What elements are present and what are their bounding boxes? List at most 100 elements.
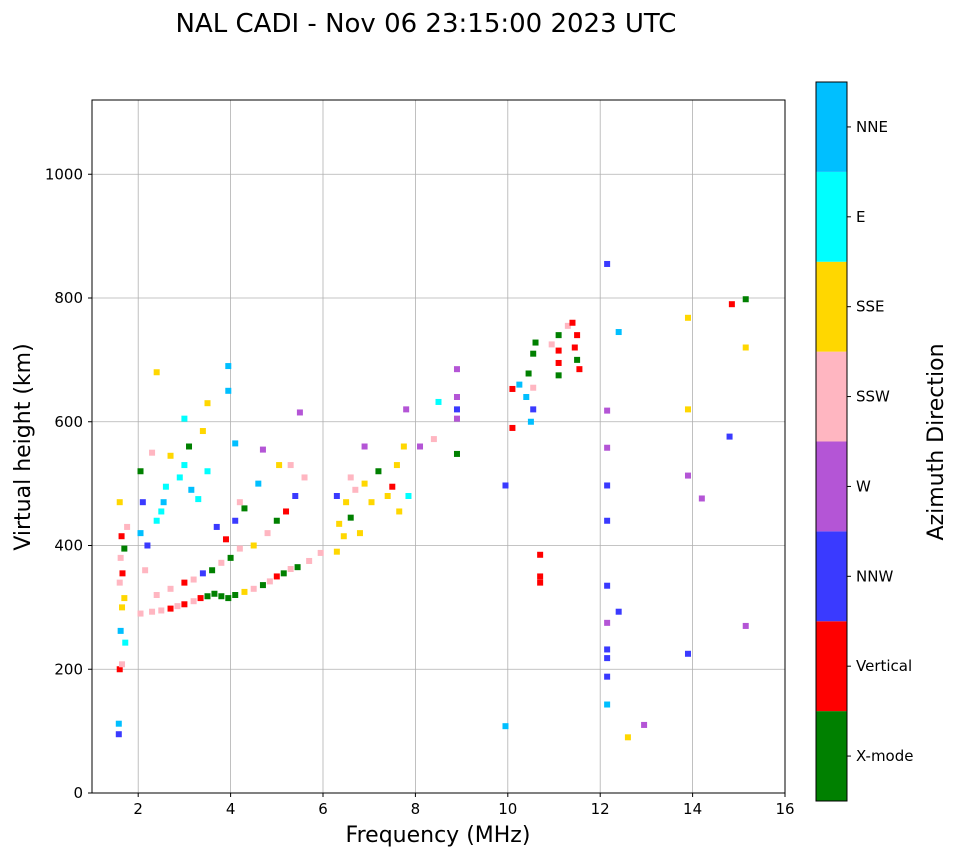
- data-point-nne: [527, 418, 534, 425]
- data-point-vertical: [576, 366, 583, 373]
- data-point-sse: [684, 314, 691, 321]
- data-point-nnw: [615, 608, 622, 615]
- data-point-sse: [361, 480, 368, 487]
- data-point-vertical: [537, 551, 544, 558]
- data-point-e: [204, 468, 211, 475]
- data-point-w: [604, 407, 611, 414]
- data-point-w: [684, 472, 691, 479]
- data-point-vertical: [574, 332, 581, 339]
- data-point-sse: [400, 443, 407, 450]
- data-point-ssw: [317, 549, 324, 556]
- data-point-sse: [393, 462, 400, 469]
- data-point-vertical: [389, 483, 396, 490]
- data-point-nnw: [604, 517, 611, 524]
- data-point-nne: [188, 486, 195, 493]
- data-point-x-mode: [186, 443, 193, 450]
- data-point-nnw: [502, 482, 509, 489]
- data-point-x-mode: [530, 350, 537, 357]
- x-tick-label: 12: [591, 800, 610, 818]
- data-point-nnw: [199, 570, 206, 577]
- data-point-w: [604, 619, 611, 626]
- colorbar-segment: [816, 351, 847, 442]
- y-tick-label: 1000: [45, 165, 83, 183]
- data-point-e: [176, 474, 183, 481]
- data-point-nne: [117, 627, 124, 634]
- data-point-vertical: [571, 344, 578, 351]
- data-point-x-mode: [532, 339, 539, 346]
- data-point-ssw: [117, 554, 124, 561]
- data-point-x-mode: [204, 593, 211, 600]
- colorbar-label: E: [856, 208, 865, 226]
- data-point-ssw: [352, 486, 359, 493]
- data-point-x-mode: [742, 296, 749, 303]
- colorbar-label: Vertical: [856, 657, 912, 675]
- data-point-ssw: [142, 567, 149, 574]
- data-point-e: [435, 398, 442, 405]
- data-point-nnw: [604, 582, 611, 589]
- data-point-nne: [137, 530, 144, 537]
- data-point-w: [453, 366, 460, 373]
- data-point-vertical: [537, 573, 544, 580]
- x-axis-ticks: 2 4 6 8 10 12 14 16: [133, 793, 795, 818]
- colorbar-label: NNW: [856, 567, 893, 585]
- colorbar-segment: [816, 261, 847, 352]
- data-point-nnw: [144, 542, 151, 549]
- data-point-vertical: [118, 533, 125, 540]
- data-point-nne: [225, 363, 232, 370]
- colorbar-label: SSW: [856, 388, 890, 406]
- data-point-sse: [167, 452, 174, 459]
- y-tick-label: 400: [54, 537, 83, 555]
- data-point-nnw: [604, 260, 611, 267]
- data-point-w: [604, 444, 611, 451]
- x-tick-label: 6: [318, 800, 328, 818]
- data-point-sse: [340, 533, 347, 540]
- data-point-nnw: [530, 406, 537, 413]
- data-point-x-mode: [273, 517, 280, 524]
- data-point-ssw: [124, 523, 131, 530]
- data-point-vertical: [181, 579, 188, 586]
- x-tick-label: 14: [683, 800, 702, 818]
- x-tick-label: 8: [411, 800, 421, 818]
- data-point-w: [296, 409, 303, 416]
- data-point-x-mode: [555, 372, 562, 379]
- data-point-x-mode: [211, 590, 218, 597]
- data-point-sse: [121, 595, 128, 602]
- data-point-vertical: [283, 508, 290, 515]
- data-point-e: [162, 483, 169, 490]
- data-point-vertical: [167, 605, 174, 612]
- data-point-sse: [241, 588, 248, 595]
- data-point-nnw: [684, 650, 691, 657]
- data-point-x-mode: [209, 567, 216, 574]
- data-point-ssw: [287, 566, 294, 573]
- data-point-sse: [199, 428, 206, 435]
- colorbar-segment: [816, 171, 847, 262]
- data-point-ssw: [266, 578, 273, 585]
- data-point-w: [742, 622, 749, 629]
- data-point-nnw: [604, 646, 611, 653]
- data-point-sse: [336, 520, 343, 527]
- data-point-sse: [356, 530, 363, 537]
- colorbar-label: W: [856, 477, 871, 495]
- data-point-ssw: [167, 585, 174, 592]
- data-point-nne: [115, 720, 122, 727]
- plot-area: 2 4 6 8 10 12 14 16 0 200 400 600 800 1000: [45, 99, 795, 818]
- data-point-w: [259, 446, 266, 453]
- data-point-sse: [742, 344, 749, 351]
- y-axis-ticks: 0 200 400 600 800 1000: [45, 165, 92, 802]
- colorbar: X-mode Vertical NNW W SSW SSE E NNE: [815, 81, 913, 802]
- data-point-e: [405, 493, 412, 499]
- data-point-ssw: [119, 661, 126, 668]
- data-point-w: [641, 721, 648, 728]
- colorbar-segment: [816, 621, 847, 712]
- data-point-nnw: [232, 517, 239, 524]
- data-point-w: [453, 394, 460, 400]
- data-point-nne: [516, 381, 523, 388]
- data-point-sse: [276, 462, 283, 469]
- data-point-w: [417, 443, 424, 450]
- data-point-x-mode: [121, 545, 128, 552]
- data-point-x-mode: [347, 514, 354, 521]
- data-point-nnw: [604, 673, 611, 680]
- colorbar-segment: [816, 441, 847, 532]
- data-point-ssw: [236, 499, 243, 506]
- data-point-ssw: [530, 384, 537, 391]
